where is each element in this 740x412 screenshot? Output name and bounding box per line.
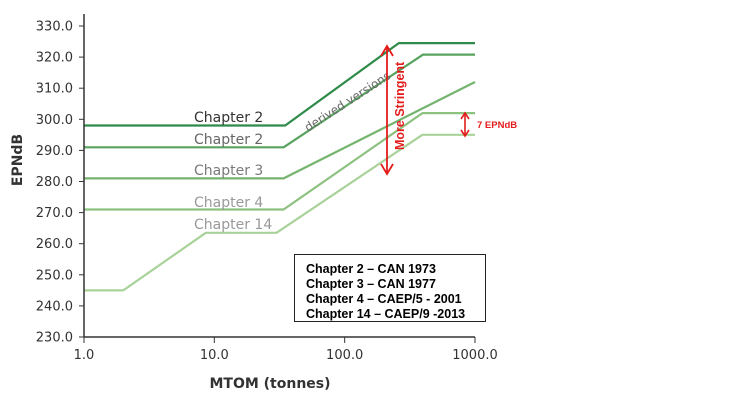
- series-line-4: [84, 112, 475, 211]
- series-lines: [84, 42, 476, 292]
- y-tick-label: 280.0: [36, 175, 73, 190]
- series-line-5: [84, 133, 475, 292]
- legend-line-chapter-2: Chapter 2 – CAN 1973: [306, 262, 436, 276]
- y-tick-label: 240.0: [36, 299, 73, 314]
- y-tick-label: 300.0: [36, 113, 73, 128]
- curve-label-4: Chapter 4: [194, 195, 263, 211]
- legend-line-chapter-14: Chapter 14 – CAEP/9 -2013: [306, 307, 466, 321]
- y-tick-label: 320.0: [36, 51, 73, 66]
- stringency-arrow-head-top: [380, 44, 394, 57]
- curve-label-1: Chapter 2: [194, 110, 263, 126]
- y-tick-labels: 230.0 240.0 250.0 260.0 270.0 280.0 290.0 300.0…: [36, 20, 84, 346]
- epndb-label: 7 EPNdB: [477, 120, 517, 131]
- x-tick-labels: 1.0 10.0 100.0 1000.0: [74, 337, 498, 363]
- y-tick-label: 260.0: [36, 237, 73, 252]
- y-tick-label: 310.0: [36, 82, 73, 97]
- stringency-arrow-head-bottom: [380, 163, 394, 176]
- y-tick-label: 330.0: [36, 20, 73, 35]
- curve-label-5: Chapter 14: [194, 217, 272, 233]
- y-tick-label: 250.0: [36, 268, 73, 283]
- y-tick-label: 270.0: [36, 206, 73, 221]
- y-tick-label: 290.0: [36, 144, 73, 159]
- curve-label-2: Chapter 2: [194, 132, 263, 148]
- curve-label-3: Chapter 3: [194, 163, 263, 179]
- y-axis-title: EPNdB: [10, 134, 26, 186]
- stringency-arrow: [380, 44, 394, 176]
- more-stringent-label: More Stringent: [393, 61, 407, 150]
- x-tick-label: 10.0: [200, 348, 229, 363]
- legend-line-chapter-3: Chapter 3 – CAN 1977: [306, 277, 436, 291]
- x-axis-title: MTOM (tonnes): [209, 376, 330, 392]
- series-line-1: [84, 42, 475, 127]
- derived-versions-label: derived versions: [302, 69, 393, 135]
- legend-box: Chapter 2 – CAN 1973 Chapter 3 – CAN 197…: [294, 254, 486, 322]
- epndb-bracket-head-bottom: [460, 129, 470, 138]
- x-tick-label: 1000.0: [452, 348, 498, 363]
- series-line-3: [84, 81, 476, 180]
- y-tick-label: 230.0: [36, 331, 73, 346]
- x-tick-label: 100.0: [326, 348, 363, 363]
- curve-labels: Chapter 2 Chapter 2 Chapter 3 Chapter 4 Chap…: [194, 110, 272, 233]
- epndb-bracket-head-top: [460, 111, 470, 120]
- epndb-bracket: [460, 111, 470, 138]
- legend-line-chapter-4: Chapter 4 – CAEP/5 - 2001: [306, 292, 462, 306]
- x-tick-label: 1.0: [74, 348, 95, 363]
- series-line-2: [84, 53, 475, 149]
